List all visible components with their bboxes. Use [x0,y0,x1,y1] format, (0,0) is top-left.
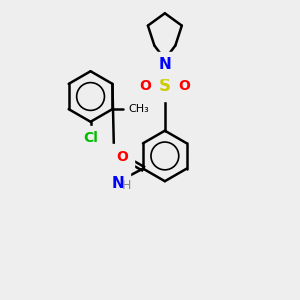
Text: S: S [159,77,171,95]
Text: O: O [178,79,190,93]
Text: O: O [116,150,128,164]
Text: Cl: Cl [83,131,98,145]
Text: CH₃: CH₃ [129,104,149,114]
Text: N: N [158,57,171,72]
Text: H: H [122,179,131,192]
Text: N: N [111,176,124,191]
Text: O: O [140,79,152,93]
